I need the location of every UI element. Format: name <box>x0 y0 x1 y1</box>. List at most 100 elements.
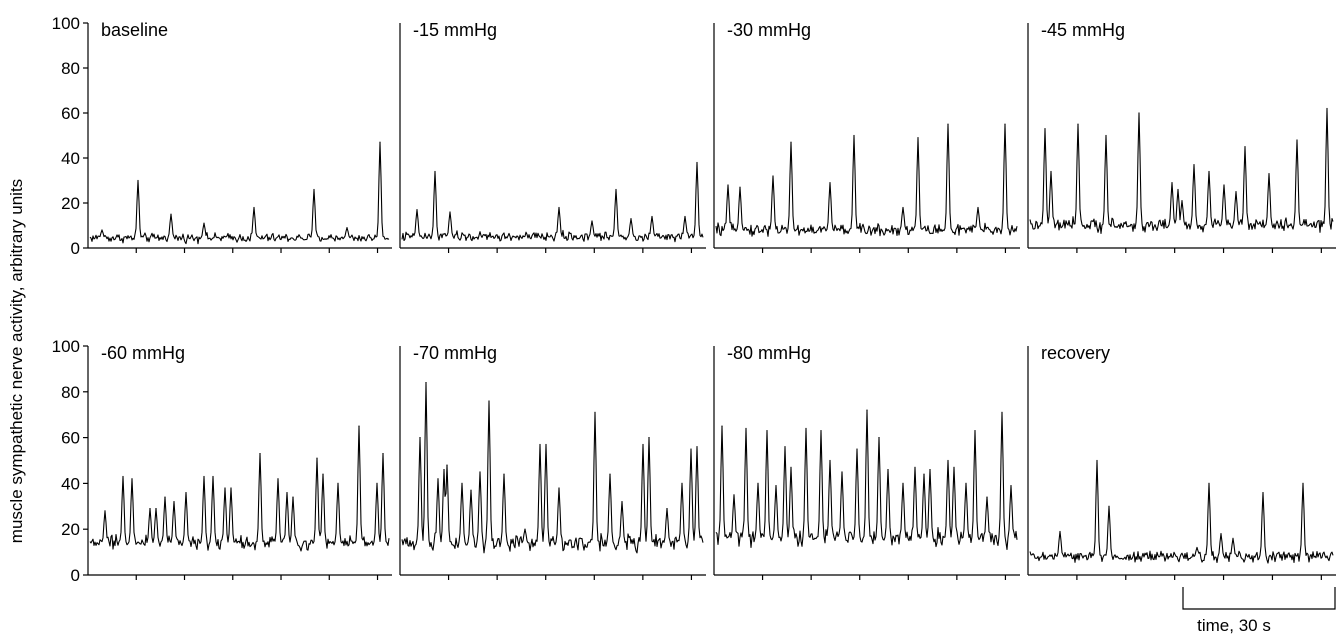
burst-peak <box>947 123 949 125</box>
msna-trace <box>89 425 390 552</box>
burst-peak <box>965 482 967 484</box>
burst-peak <box>696 161 698 164</box>
burst-peak <box>1196 546 1198 549</box>
burst-peak <box>170 213 172 215</box>
burst-peak <box>1262 491 1264 494</box>
panel-80-mmhg: -80 mmHg <box>713 343 1020 580</box>
burst-peak <box>866 409 868 411</box>
burst-peak <box>524 528 526 530</box>
burst-peak <box>878 437 880 439</box>
y-tick-label: 80 <box>61 383 80 402</box>
burst-peak <box>558 206 560 209</box>
msna-trace <box>1029 459 1334 564</box>
burst-peak <box>316 457 318 459</box>
burst-peak <box>929 469 931 471</box>
time-scale-bar: time, 30 s <box>1182 587 1336 635</box>
burst-peak <box>790 141 792 143</box>
burst-peak <box>1077 123 1079 125</box>
burst-peak <box>470 489 472 491</box>
burst-peak <box>829 459 831 462</box>
burst-peak <box>131 478 133 480</box>
burst-peak <box>286 491 288 494</box>
burst-peak <box>739 186 741 188</box>
burst-peak <box>1004 123 1006 125</box>
burst-peak <box>1001 411 1003 414</box>
burst-peak <box>666 507 668 510</box>
panel-label: -80 mmHg <box>727 343 811 363</box>
msna-trace <box>401 382 704 554</box>
panel-70-mmhg: -70 mmHg <box>399 343 706 580</box>
time-scale-bar-label: time, 30 s <box>1197 616 1271 635</box>
burst-peak <box>346 227 348 229</box>
burst-peak <box>923 473 925 475</box>
burst-peak <box>416 209 418 211</box>
burst-peak <box>419 437 421 439</box>
burst-peak <box>591 220 593 222</box>
panel-45-mmhg: -45 mmHg <box>1027 20 1336 253</box>
burst-peak <box>621 501 623 503</box>
burst-peak <box>203 475 205 478</box>
burst-peak <box>784 446 786 448</box>
panels: 0 20 40 60 80 100 0 20 40 60 80 100 baseline -15 mmHg… <box>52 14 1336 585</box>
burst-peak <box>829 182 831 184</box>
burst-peak <box>841 471 843 473</box>
time-scale-bar-line <box>1182 587 1336 610</box>
y-tick-label: 0 <box>71 239 80 258</box>
burst-peak <box>630 218 632 220</box>
burst-peak <box>1044 128 1046 130</box>
burst-peak <box>615 188 617 191</box>
burst-peak <box>101 229 103 231</box>
burst-peak <box>1138 112 1140 114</box>
burst-peak <box>382 453 384 455</box>
y-tick-label: 80 <box>61 59 80 78</box>
y-tick-label: 20 <box>61 194 80 213</box>
burst-peak <box>766 430 768 432</box>
burst-peak <box>539 443 541 446</box>
burst-peak <box>1244 146 1246 148</box>
burst-peak <box>986 496 988 498</box>
burst-peak <box>917 137 919 139</box>
burst-peak <box>902 206 904 209</box>
burst-peak <box>104 510 106 512</box>
burst-peak <box>727 184 729 186</box>
burst-peak <box>902 482 904 484</box>
y-axis: 0 20 40 60 80 100 <box>52 337 89 585</box>
burst-peak <box>745 427 747 430</box>
y-axis-title: muscle sympathetic nerve activity, arbit… <box>7 179 26 543</box>
burst-peak <box>292 496 294 498</box>
y-tick-label: 20 <box>61 520 80 539</box>
burst-peak <box>1302 482 1304 484</box>
burst-peak <box>1181 200 1183 202</box>
panel-label: recovery <box>1041 343 1110 363</box>
burst-peak <box>1050 170 1052 173</box>
burst-peak <box>259 453 261 455</box>
msna-trace <box>1029 107 1334 234</box>
burst-peak <box>790 466 792 468</box>
burst-peak <box>212 475 214 478</box>
burst-peak <box>376 482 378 484</box>
burst-peak <box>1171 182 1173 184</box>
msna-trace <box>715 409 1018 551</box>
burst-peak <box>443 469 445 471</box>
burst-peak <box>1296 139 1298 141</box>
burst-peak <box>253 206 255 209</box>
burst-peak <box>155 507 157 510</box>
burst-peak <box>461 482 463 484</box>
burst-peak <box>594 411 596 414</box>
burst-peak <box>974 430 976 432</box>
burst-peak <box>224 487 226 489</box>
burst-peak <box>853 134 855 137</box>
burst-peak <box>313 188 315 191</box>
y-tick-label: 100 <box>52 14 80 33</box>
burst-peak <box>914 466 916 468</box>
burst-peak <box>856 448 858 450</box>
burst-peak <box>149 507 151 510</box>
burst-peak <box>1193 164 1195 166</box>
burst-peak <box>1268 173 1270 175</box>
panel-label: -15 mmHg <box>413 20 497 40</box>
y-tick-label: 100 <box>52 337 80 356</box>
burst-peak <box>437 478 439 480</box>
burst-peak <box>449 211 451 213</box>
burst-peak <box>1232 537 1234 539</box>
